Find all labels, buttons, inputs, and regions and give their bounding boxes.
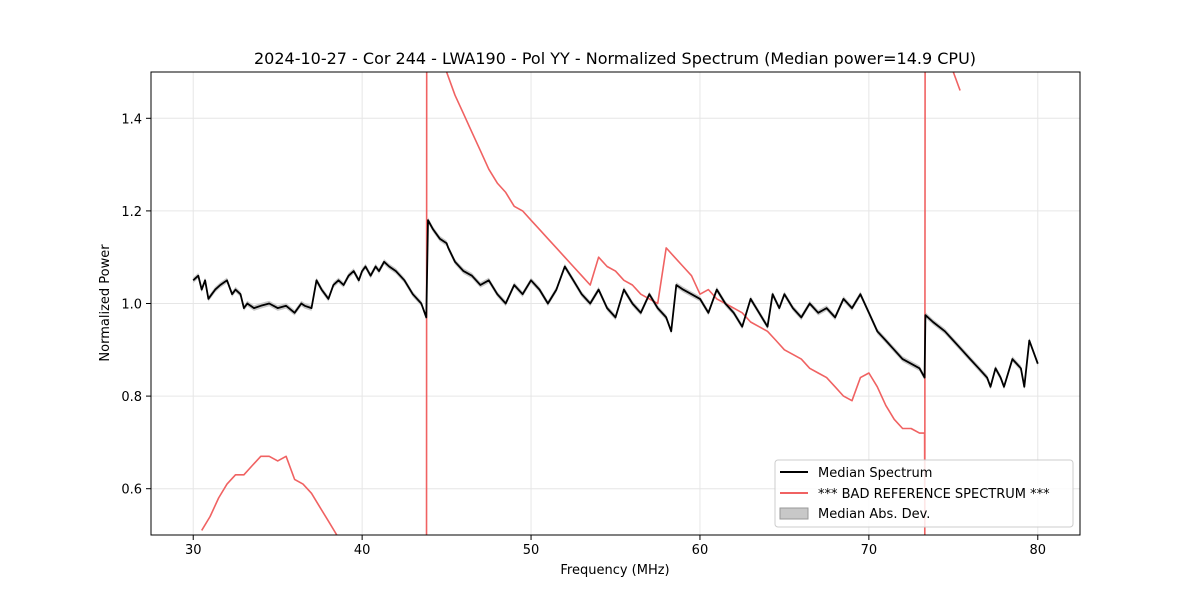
y-tick-label: 0.8	[121, 390, 142, 405]
plot-data-area	[192, 72, 1039, 535]
x-tick-label: 70	[861, 543, 878, 558]
median-spectrum-line	[192, 219, 1039, 388]
y-tick-label: 0.6	[121, 483, 142, 498]
x-axis-label: Frequency (MHz)	[560, 563, 669, 578]
plot-frame	[150, 71, 1081, 536]
x-tick-label: 30	[185, 543, 202, 558]
axis-ticks: 30 40 50 60 70 80 0.6 0.8 1.0 1.2 1.4	[121, 112, 1046, 558]
legend-label-bad-reference: *** BAD REFERENCE SPECTRUM ***	[818, 487, 1050, 502]
y-tick-label: 1.0	[121, 298, 142, 313]
chart-title: 2024-10-27 - Cor 244 - LWA190 - Pol YY -…	[254, 49, 976, 68]
x-tick-label: 50	[523, 543, 540, 558]
legend-label-median-abs-dev: Median Abs. Dev.	[818, 507, 930, 522]
bad-reference-spectrum-line	[201, 72, 961, 535]
y-tick-label: 1.4	[121, 112, 142, 127]
legend-swatch-median-abs-dev	[779, 507, 809, 520]
legend-label-median-spectrum: Median Spectrum	[818, 466, 932, 481]
y-axis-label: Normalized Power	[98, 244, 113, 362]
legend: Median Spectrum *** BAD REFERENCE SPECTR…	[774, 459, 1074, 528]
x-tick-label: 80	[1029, 543, 1046, 558]
x-tick-label: 40	[354, 543, 371, 558]
legend-box	[774, 459, 1074, 528]
x-tick-label: 60	[692, 543, 709, 558]
y-tick-label: 1.2	[121, 205, 142, 220]
